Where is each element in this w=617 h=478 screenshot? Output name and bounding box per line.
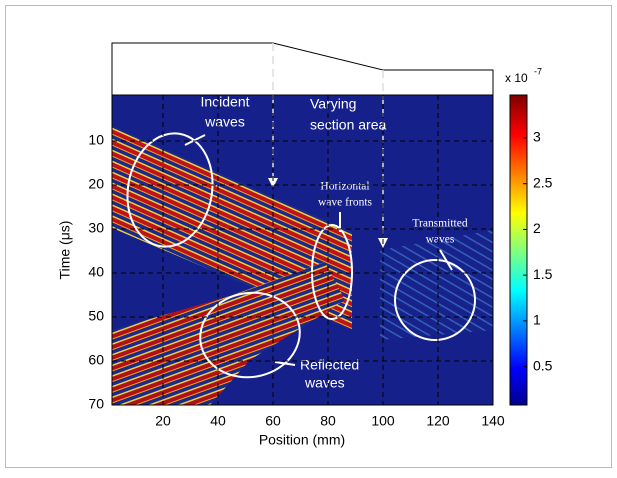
x-tick-label: 60 xyxy=(265,413,281,429)
colorbar-tick-label: 2 xyxy=(533,220,541,236)
x-tick-label: 80 xyxy=(320,413,336,429)
y-tick-label: 60 xyxy=(88,352,104,368)
colorbar-tick-label: 1.5 xyxy=(533,266,553,282)
ellipses xyxy=(126,132,476,379)
y-axis-label: Time (μs) xyxy=(57,221,73,280)
x-tick-label: 100 xyxy=(371,413,395,429)
colorbar-label: x 10 xyxy=(505,71,528,85)
annotation: Horizontal xyxy=(320,181,369,193)
y-tick-label: 40 xyxy=(88,264,104,280)
x-axis-label: Position (mm) xyxy=(259,432,345,448)
colorbar-tick-label: 1 xyxy=(533,312,541,328)
x-tick-label: 140 xyxy=(481,413,505,429)
x-tick-label: 20 xyxy=(155,413,171,429)
y-tick-label: 70 xyxy=(88,396,104,412)
y-tick-label: 10 xyxy=(88,132,104,148)
specimen-profile xyxy=(111,42,494,95)
x-tick-label: 40 xyxy=(210,413,226,429)
colorbar-tick-label: 3 xyxy=(533,129,541,145)
y-tick-label: 30 xyxy=(88,220,104,236)
annotation: Reflected xyxy=(300,357,359,373)
colorbar xyxy=(509,94,528,406)
y-tick-label: 50 xyxy=(88,308,104,324)
annotation: Varying xyxy=(310,96,356,112)
annotation: waves xyxy=(204,114,245,130)
annotation: Incident xyxy=(200,94,249,110)
colorbar-tick-label: 0.5 xyxy=(533,357,553,373)
heatmap xyxy=(112,95,493,405)
annotation: section area xyxy=(310,117,386,133)
y-tick-label: 20 xyxy=(88,176,104,192)
annotation: waves xyxy=(426,234,455,246)
annotation: waves xyxy=(304,375,345,391)
annotation: Transmitted xyxy=(412,218,467,230)
x-tick-label: 120 xyxy=(426,413,450,429)
colorbar-tick-label: 2.5 xyxy=(533,174,553,190)
colorbar-exponent: -7 xyxy=(534,66,542,76)
annotation: wave fronts xyxy=(318,197,372,209)
